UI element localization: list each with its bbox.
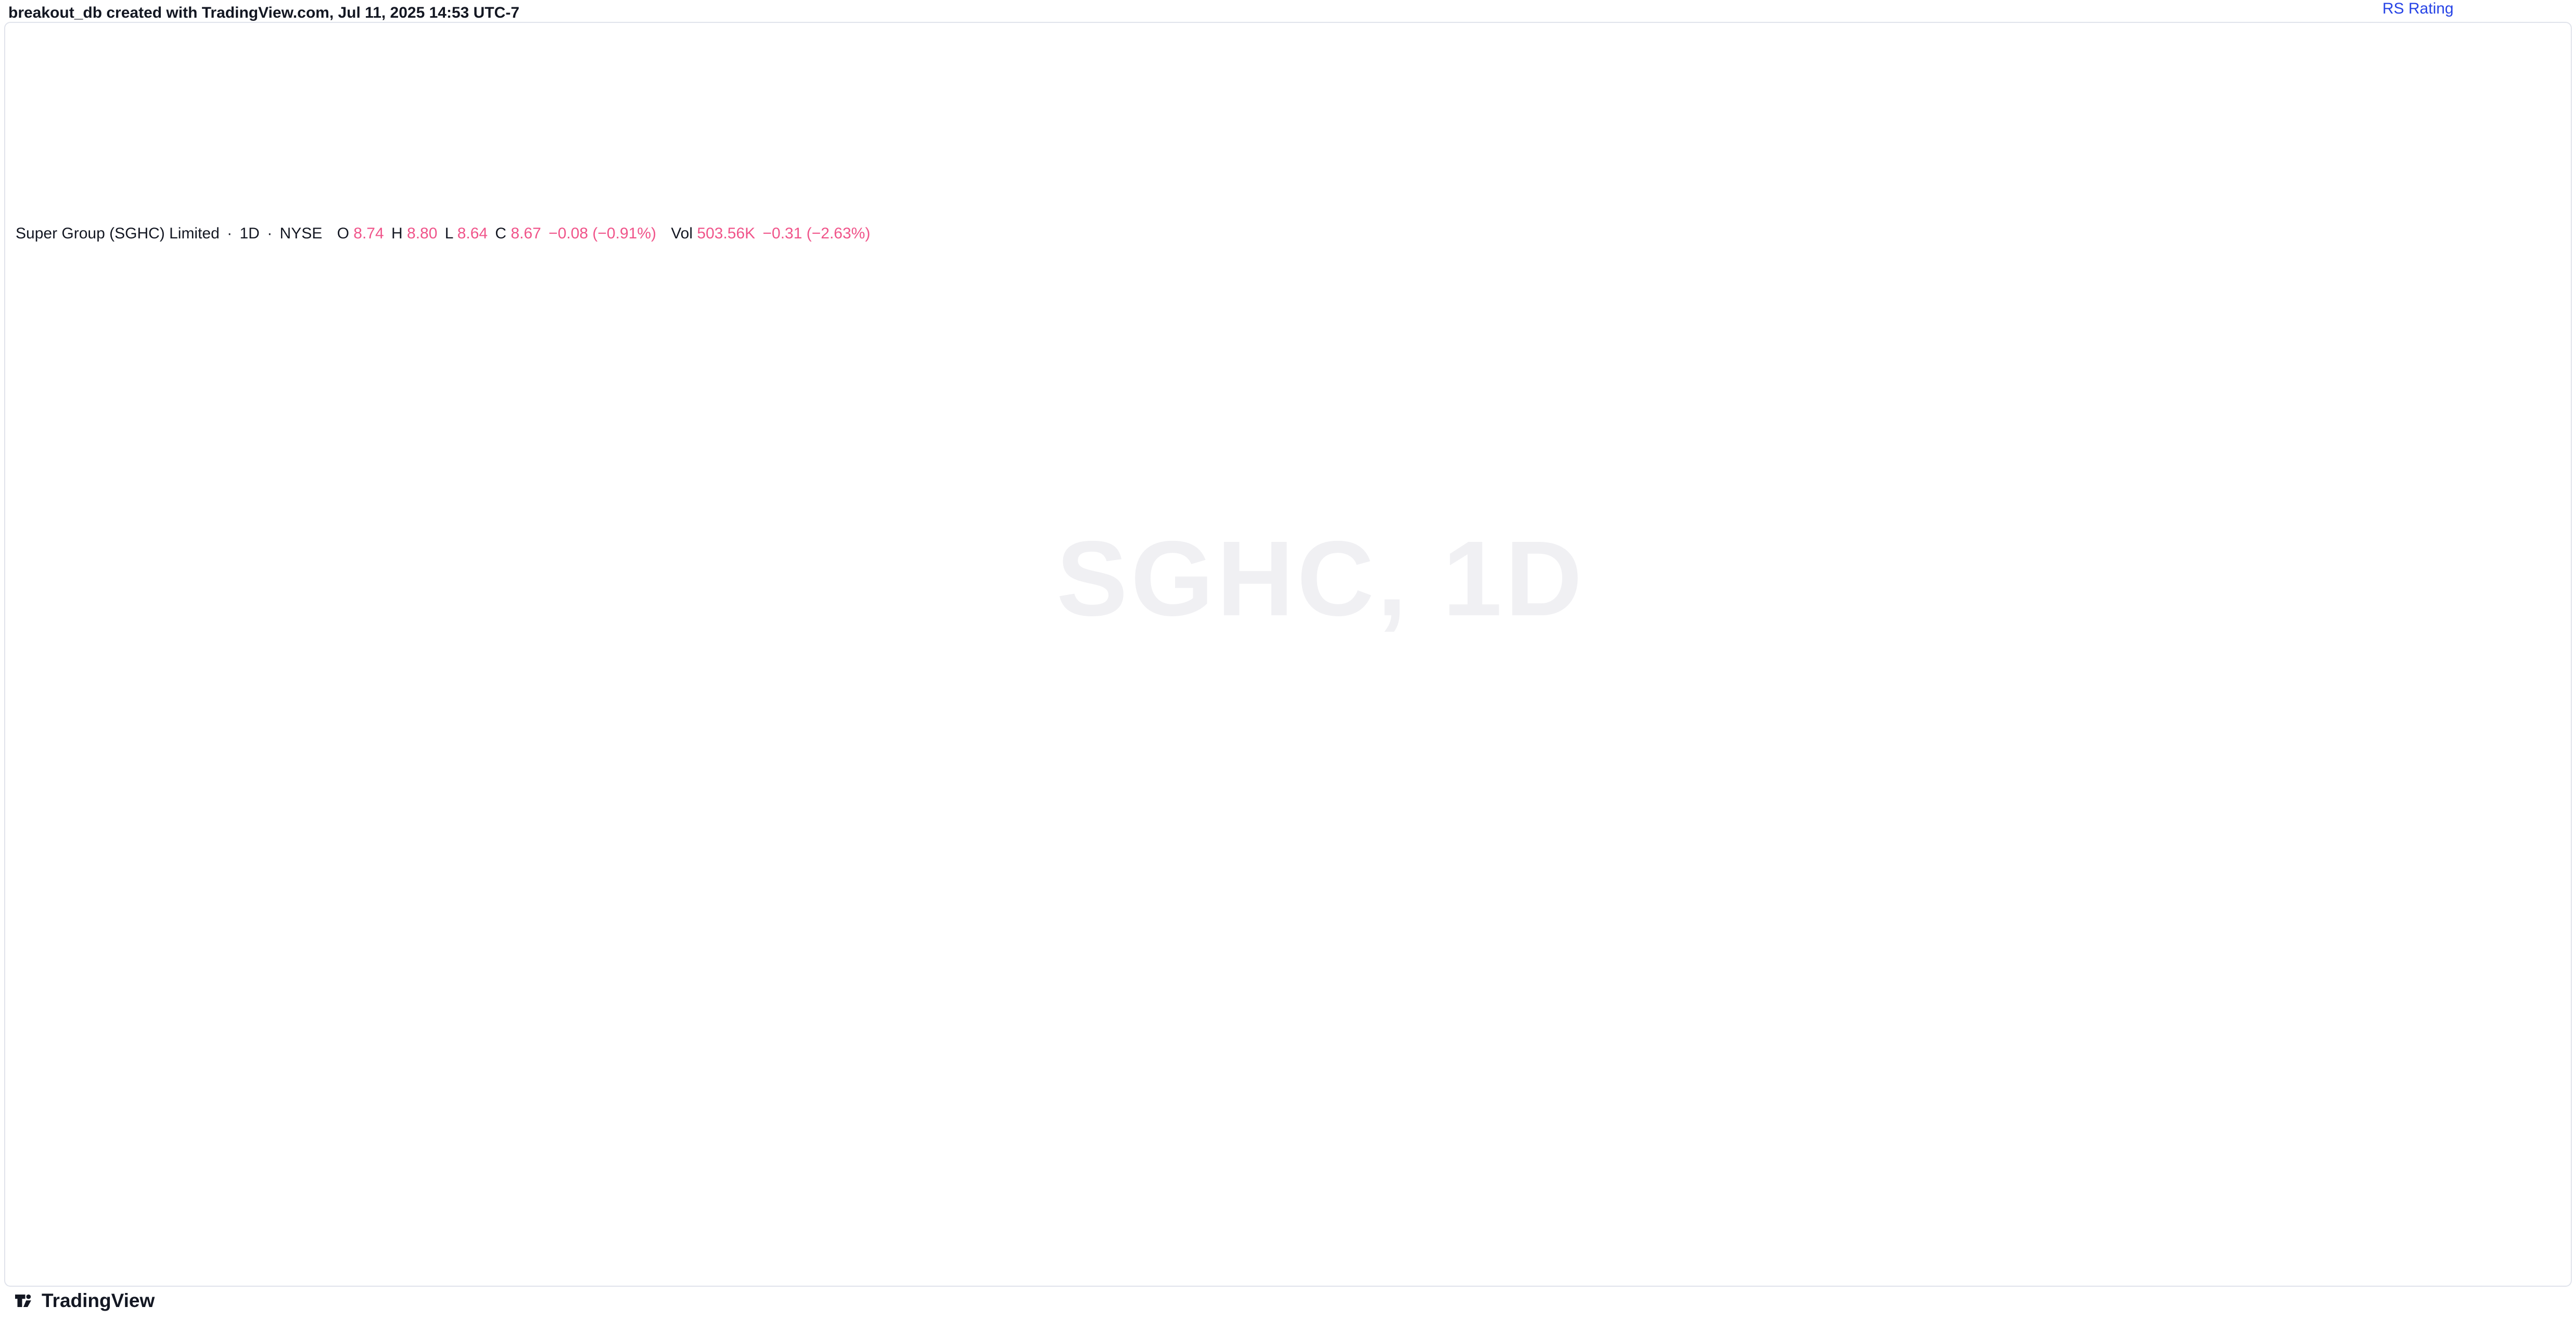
close-label: C [495,225,507,242]
volume-change-value: −0.31 (−2.63%) [762,225,871,242]
close-value: 8.67 [511,225,541,242]
volume-value: 503.56K [697,225,756,242]
open-value: 8.74 [353,225,384,242]
high-label: H [391,225,403,242]
chart-attribution-title: breakout_db created with TradingView.com… [8,4,520,21]
symbol-name[interactable]: Super Group (SGHC) Limited [16,225,220,242]
rs-rating-label[interactable]: RS Rating [2382,0,2454,17]
symbol-info-line[interactable]: Super Group (SGHC) Limited · 1D · NYSE O… [16,225,873,243]
high-value: 8.80 [407,225,438,242]
low-label: L [444,225,453,242]
tradingview-logo-icon[interactable] [14,1290,35,1312]
exchange: NYSE [279,225,323,242]
tradingview-footer[interactable]: TradingView [14,1290,155,1312]
timeframe[interactable]: 1D [239,225,260,242]
separator: · [227,225,233,242]
volume-label: Vol [671,225,693,242]
open-label: O [337,225,349,242]
separator: · [267,225,273,242]
chart-card: SGHC, 1D [4,22,2572,1287]
change-value: −0.08 (−0.91%) [549,225,656,242]
tradingview-brand-text[interactable]: TradingView [42,1290,155,1311]
low-value: 8.64 [457,225,488,242]
